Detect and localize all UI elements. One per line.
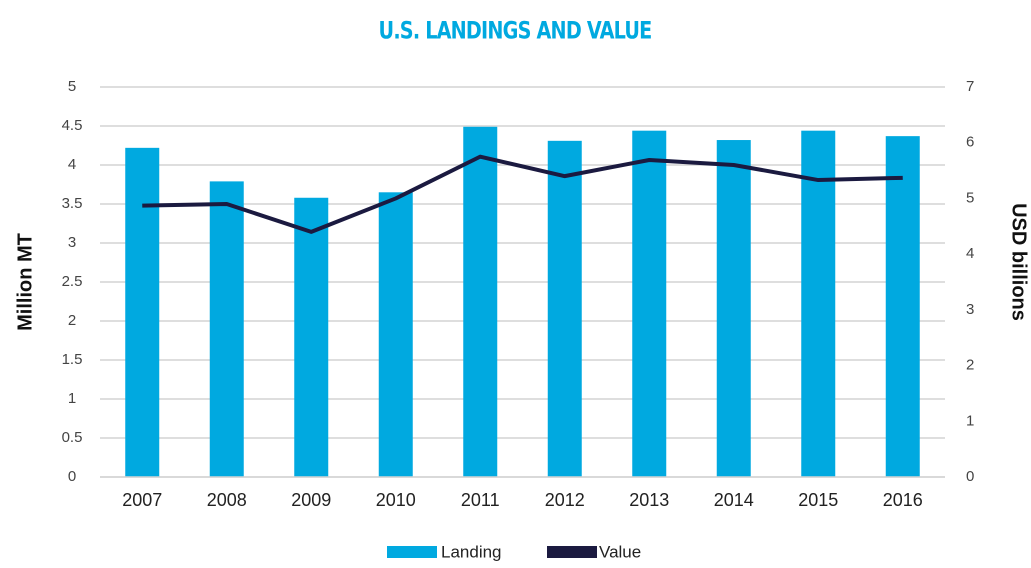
bar	[378, 192, 413, 478]
y-tick-label: 2	[68, 312, 76, 329]
y-tick-label: 4	[68, 156, 76, 173]
x-tick-label: 2013	[629, 490, 669, 510]
y2-tick-label: 1	[966, 412, 974, 429]
chart-title: U.S. LANDINGS AND VALUE	[379, 18, 652, 46]
y2-tick-label: 7	[966, 78, 974, 95]
y2-tick-label: 0	[966, 468, 974, 485]
legend-swatch	[387, 546, 437, 558]
bar	[547, 140, 582, 477]
y-tick-label: 5	[68, 78, 76, 95]
bar	[125, 147, 160, 477]
bar	[209, 181, 244, 477]
bar	[885, 136, 920, 477]
x-tick-label: 2008	[207, 490, 247, 510]
y-tick-label: 4.5	[62, 117, 83, 134]
y2-tick-label: 2	[966, 357, 974, 374]
x-tick-label: 2011	[461, 490, 500, 510]
y2-axis-label: USD billions	[1008, 203, 1030, 321]
bar	[801, 130, 836, 477]
y-tick-label: 0.5	[62, 429, 83, 446]
x-tick-label: 2015	[798, 490, 838, 510]
legend-label: Value	[599, 542, 641, 561]
bar	[632, 130, 667, 477]
x-tick-label: 2014	[714, 490, 754, 510]
x-tick-label: 2010	[376, 490, 416, 510]
bar	[294, 197, 329, 477]
x-tick-label: 2012	[545, 490, 585, 510]
line	[142, 154, 903, 234]
y-tick-label: 2.5	[62, 273, 83, 290]
bar	[716, 140, 751, 478]
y-tick-label: 3	[68, 234, 76, 251]
legend-swatch	[547, 546, 597, 558]
x-tick-label: 2007	[122, 490, 162, 510]
y-tick-label: 1	[68, 390, 76, 407]
y-tick-label: 3.5	[62, 195, 83, 212]
y-tick-label: 1.5	[62, 351, 83, 368]
bar	[463, 126, 498, 477]
y2-tick-label: 3	[966, 301, 974, 318]
y-tick-label: 0	[68, 468, 76, 485]
y2-tick-label: 4	[966, 245, 974, 262]
x-tick-label: 2016	[883, 490, 923, 510]
y2-tick-label: 6	[966, 134, 974, 151]
y2-tick-label: 5	[966, 189, 974, 206]
legend-label: Landing	[441, 542, 502, 561]
y-axis-label: Million MT	[14, 233, 36, 331]
x-tick-label: 2009	[291, 490, 331, 510]
